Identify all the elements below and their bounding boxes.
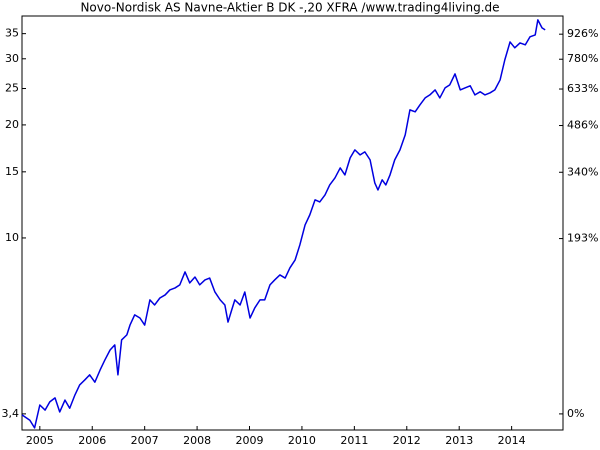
- y2-tick-label: 486%: [567, 119, 598, 132]
- plot-frame: [21, 15, 564, 431]
- x-tick-label: 2005: [26, 434, 54, 447]
- x-tick-label: 2006: [78, 434, 106, 447]
- y-tick-label: 35: [5, 27, 19, 40]
- y2-tick-label: 340%: [567, 165, 598, 178]
- y2-tick-label: 780%: [567, 52, 598, 65]
- y-tick-label: 3,4: [2, 407, 20, 420]
- x-tick-label: 2012: [393, 434, 421, 447]
- y-tick-label: 15: [5, 165, 19, 178]
- price-line: [21, 19, 546, 429]
- y-tick-label: 25: [5, 82, 19, 95]
- y2-tick-label: 633%: [567, 82, 598, 95]
- y-tick-label: 10: [5, 231, 19, 244]
- y2-tick-label: 0%: [567, 407, 584, 420]
- x-tick-label: 2013: [445, 434, 473, 447]
- y2-tick-label: 926%: [567, 27, 598, 40]
- x-tick-label: 2011: [340, 434, 368, 447]
- y-tick-label: 30: [5, 52, 19, 65]
- y-tick-label: 20: [5, 118, 19, 131]
- x-tick-label: 2008: [183, 434, 211, 447]
- chart-title: Novo-Nordisk AS Navne-Aktier B DK -,20 X…: [80, 1, 499, 15]
- x-tick-label: 2009: [236, 434, 264, 447]
- x-tick-label: 2007: [131, 434, 159, 447]
- y2-tick-label: 193%: [567, 232, 598, 245]
- x-tick-label: 2014: [498, 434, 526, 447]
- x-tick-label: 2010: [288, 434, 316, 447]
